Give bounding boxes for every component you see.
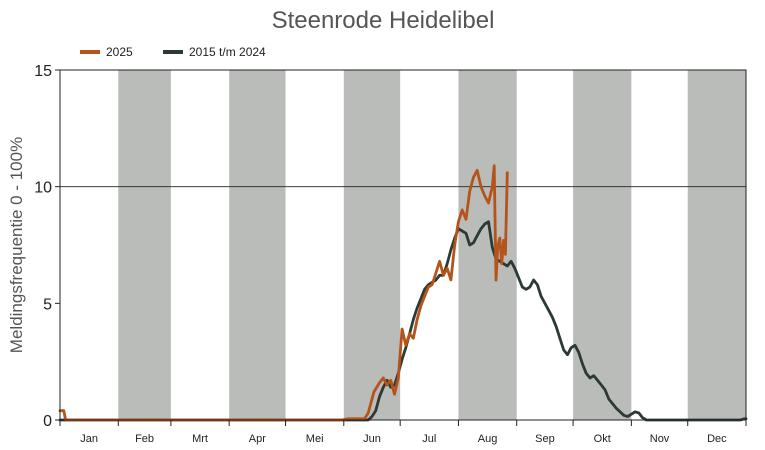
x-tick-label-apr: Apr	[249, 433, 266, 445]
month-shade-apr	[229, 70, 286, 420]
month-shade-feb	[118, 70, 171, 420]
legend-label-history: 2015 t/m 2024	[189, 45, 266, 59]
month-shading	[118, 70, 746, 420]
x-tick-label-feb: Feb	[135, 433, 154, 445]
month-shade-jun	[343, 70, 401, 420]
series-line-2025	[58, 164, 509, 422]
x-tick-label-jan: Jan	[80, 433, 98, 445]
y-tick-label-5: 5	[43, 296, 52, 313]
plot-frame	[59, 69, 747, 421]
x-tick-label-jun: Jun	[363, 433, 381, 445]
series-lines	[58, 164, 748, 422]
x-tick-label-nov: Nov	[650, 433, 670, 445]
legend-label-2025: 2025	[106, 45, 133, 59]
month-shade-dec	[687, 70, 746, 420]
y-tick-label-10: 10	[34, 180, 52, 197]
x-tick-label-okt: Okt	[594, 433, 611, 445]
x-tick-label-aug: Aug	[478, 433, 498, 445]
month-shade-okt	[573, 70, 632, 420]
month-shade-aug	[458, 70, 517, 420]
y-axis-label: Meldingsfrequentie 0 - 100%	[7, 137, 26, 353]
legend: 2025 2015 t/m 2024	[80, 45, 266, 59]
y-tick-label-15: 15	[34, 63, 52, 80]
x-tick-label-sep: Sep	[535, 433, 555, 445]
y-tick-label-0: 0	[43, 413, 52, 430]
axes: 0 5 10 15 Jan Feb Mrt Apr Mei Jun Jul Aug Sep Okt Nov D…	[34, 63, 747, 445]
series-line-history	[58, 220, 748, 422]
x-tick-label-mrt: Mrt	[192, 433, 208, 445]
x-tick-label-mei: Mei	[306, 433, 324, 445]
chart-title: Steenrode Heidelibel	[272, 7, 495, 34]
x-tick-label-jul: Jul	[422, 433, 436, 445]
x-tick-label-dec: Dec	[707, 433, 727, 445]
